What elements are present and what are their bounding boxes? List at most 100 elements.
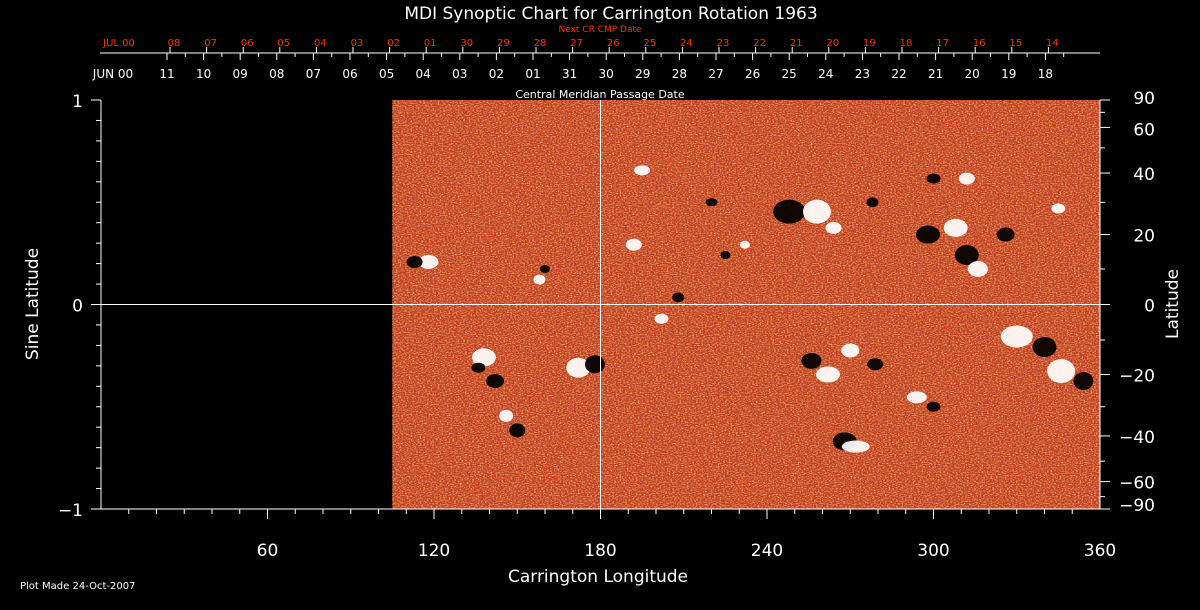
cmp-date-label: 29 <box>635 67 650 81</box>
active-region-13 <box>672 292 685 303</box>
axes: 60 120 180 240 300 36010−1906040200−20−40−60−… <box>58 38 1155 561</box>
y-axis-label-right: Latitude <box>1163 269 1183 339</box>
x-tick-label: 240 <box>751 541 783 561</box>
active-region-19 <box>801 352 822 369</box>
cmp-date-label: 11 <box>159 67 174 81</box>
lat-tick-label: 40 <box>1133 165 1155 185</box>
next-cr-date-label: 07 <box>204 38 217 49</box>
active-region-40 <box>866 197 879 208</box>
next-cr-date-label: 28 <box>534 38 547 49</box>
active-region-18 <box>825 221 842 234</box>
next-cr-date-label: 08 <box>168 38 181 49</box>
active-region-12 <box>654 313 669 324</box>
x-axis-label: Carrington Longitude <box>508 567 688 587</box>
cmp-date-label: 09 <box>233 67 248 81</box>
active-region-1 <box>406 255 423 268</box>
active-region-15 <box>720 251 731 260</box>
active-region-25 <box>906 391 927 404</box>
lat-tick-label: 0 <box>1144 297 1155 317</box>
next-cr-date-label: 27 <box>570 38 583 49</box>
active-region-38 <box>634 165 651 176</box>
lat-tick-label: 60 <box>1133 120 1155 140</box>
active-region-30 <box>967 260 988 277</box>
active-region-11 <box>625 238 642 251</box>
cmp-date-label: 03 <box>452 67 467 81</box>
cmp-date-label: 25 <box>782 67 797 81</box>
lat-tick-label: −60 <box>1119 474 1155 494</box>
cmp-date-label: 02 <box>489 67 504 81</box>
active-region-0 <box>418 254 439 269</box>
next-cr-date-label: 23 <box>717 38 730 49</box>
next-cr-date-label: 03 <box>351 38 364 49</box>
active-region-16 <box>773 199 806 224</box>
next-cr-date-label: 14 <box>1046 38 1059 49</box>
next-cr-date-label: 06 <box>241 38 254 49</box>
active-region-20 <box>816 366 841 383</box>
cmp-date-label: 20 <box>965 67 980 81</box>
active-region-34 <box>1000 325 1033 348</box>
next-cr-date-label: 01 <box>424 38 437 49</box>
y-tick-label: 1 <box>72 92 83 112</box>
cmp-date-label: 31 <box>562 67 577 81</box>
next-cr-date-label: 02 <box>387 38 400 49</box>
x-tick-label: 360 <box>1084 541 1116 561</box>
cmp-date-label: 22 <box>891 67 906 81</box>
next-cr-date-label: 30 <box>460 38 473 49</box>
cmp-date-label: 08 <box>269 67 284 81</box>
top-axis-label: Central Meridian Passage Date <box>515 88 684 101</box>
footer-note: Plot Made 24-Oct-2007 <box>20 581 135 592</box>
next-cr-date-label: 26 <box>607 38 620 49</box>
next-cr-date-label: 21 <box>790 38 803 49</box>
next-cr-date-label: 20 <box>826 38 839 49</box>
active-region-17 <box>802 199 831 224</box>
cmp-date-label: 19 <box>1001 67 1016 81</box>
active-region-41 <box>1051 203 1066 214</box>
x-tick-label: 180 <box>584 541 616 561</box>
next-cr-date-label: 25 <box>643 38 656 49</box>
cmp-date-label: 28 <box>672 67 687 81</box>
next-cr-date-label: 22 <box>753 38 766 49</box>
lat-tick-label: −20 <box>1119 366 1155 386</box>
cmp-date-label: 24 <box>818 67 833 81</box>
next-cr-date-label: 16 <box>973 38 986 49</box>
next-cr-date-label: 17 <box>936 38 949 49</box>
cmp-date-label: 18 <box>1038 67 1053 81</box>
active-region-3 <box>486 374 505 389</box>
grid-lines <box>101 100 1100 509</box>
next-cr-date-label: 04 <box>314 38 327 49</box>
active-region-21 <box>841 343 860 358</box>
cmp-date-label: 23 <box>855 67 870 81</box>
active-region-5 <box>499 409 514 422</box>
next-cr-label: Next CR CMP Date <box>558 25 642 35</box>
lat-tick-label: −40 <box>1119 428 1155 448</box>
active-region-33 <box>926 173 941 184</box>
cmp-date-label: JUN 00 <box>92 67 133 81</box>
active-region-37 <box>1073 372 1094 391</box>
lat-tick-label: 20 <box>1133 227 1155 247</box>
active-region-7 <box>584 355 605 374</box>
cmp-date-label: 06 <box>342 67 357 81</box>
x-tick-label: 60 <box>257 541 279 561</box>
lat-tick-label: 90 <box>1133 89 1155 109</box>
active-region-28 <box>943 218 968 237</box>
cmp-date-label: 26 <box>745 67 760 81</box>
cmp-date-label: 10 <box>196 67 211 81</box>
next-cr-date-label: 18 <box>900 38 913 49</box>
active-region-22 <box>867 358 884 371</box>
active-region-29 <box>954 245 979 266</box>
cmp-date-label: 04 <box>416 67 431 81</box>
next-cr-date-label: 29 <box>497 38 510 49</box>
active-region-8 <box>471 362 486 373</box>
active-region-36 <box>1047 359 1076 384</box>
active-region-9 <box>533 274 546 285</box>
cmp-date-label: 01 <box>525 67 540 81</box>
cmp-date-label: 30 <box>599 67 614 81</box>
active-region-27 <box>915 225 940 244</box>
active-region-2 <box>471 348 496 367</box>
next-cr-date-label: 15 <box>1009 38 1022 49</box>
next-cr-date-label: JUL 00 <box>102 38 135 49</box>
active-region-35 <box>1032 337 1057 358</box>
next-cr-date-label: 19 <box>863 38 876 49</box>
active-region-6 <box>566 357 591 378</box>
